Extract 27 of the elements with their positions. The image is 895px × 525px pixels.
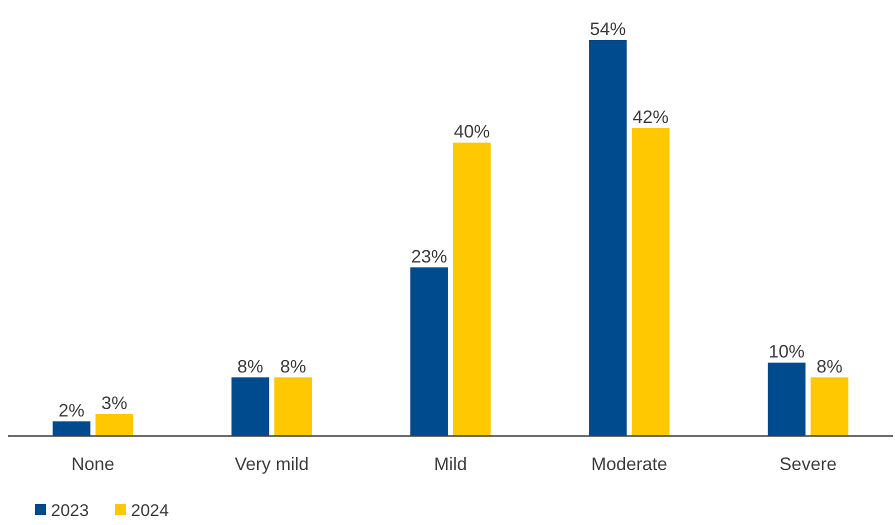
bar: [589, 40, 627, 436]
data-label: 10%: [768, 342, 805, 362]
legend-label: 2024: [131, 501, 169, 520]
data-label: 8%: [816, 356, 842, 376]
x-tick-label: Very mild: [234, 454, 309, 474]
bar: [768, 362, 806, 436]
data-label: 42%: [632, 107, 669, 127]
data-label: 54%: [590, 19, 626, 39]
x-tick-label: Severe: [780, 454, 837, 474]
bar: [274, 377, 312, 436]
data-label: 2%: [58, 400, 85, 420]
data-label: 8%: [237, 356, 264, 376]
bar: [95, 414, 134, 436]
data-label: 8%: [280, 356, 306, 376]
bar: [632, 128, 670, 436]
bar: [52, 421, 90, 436]
bar: [810, 377, 848, 436]
bar: [453, 142, 491, 436]
legend-label: 2023: [51, 501, 89, 520]
data-label: 40%: [454, 122, 490, 142]
x-tick-label: Mild: [434, 454, 468, 474]
x-tick-label: Moderate: [591, 454, 668, 474]
bar: [231, 377, 270, 436]
x-tick-label: None: [71, 454, 114, 474]
data-label: 3%: [101, 393, 128, 413]
bar: [410, 267, 448, 436]
data-label: 23%: [411, 246, 448, 266]
